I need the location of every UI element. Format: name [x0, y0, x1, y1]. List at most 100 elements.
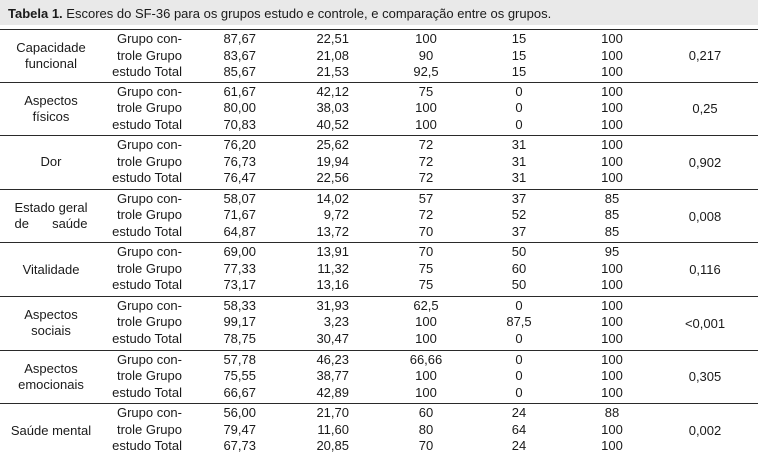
min-cell: 0 [515, 351, 523, 367]
domain-label: Capacidade funcional [16, 39, 86, 71]
mean-cell: 58,33 [223, 297, 256, 313]
table-row: trole Grupo 76,73 19,94 72 31 100 [0, 154, 758, 171]
group-cell: Grupo con- [116, 31, 182, 46]
p-value: 0,217 [688, 48, 722, 64]
median-cell: 100 [415, 384, 437, 400]
sd-cell: 20,85 [316, 438, 349, 454]
mean-cell: 71,67 [223, 207, 256, 223]
min-cell: 15 [511, 47, 527, 63]
sd-cell: 30,47 [316, 330, 349, 346]
sd-cell: 21,53 [316, 64, 349, 79]
max-cell: 100 [601, 277, 623, 293]
max-cell: 100 [601, 64, 623, 79]
min-cell: 0 [515, 330, 523, 346]
max-cell: 100 [601, 116, 623, 132]
max-cell: 100 [601, 137, 623, 153]
max-cell: 100 [601, 438, 623, 454]
p-value: <0,001 [684, 315, 726, 331]
sd-cell: 38,03 [316, 100, 349, 116]
group-cell: Grupo con- [116, 244, 182, 260]
sd-cell: 19,94 [316, 153, 349, 169]
group-rows: Grupo con- 69,00 13,91 70 50 95 trole Grupo 77,… [0, 244, 758, 294]
domain-block: Dor Grupo con- 76,20 25,62 72 31 100 trole Grup… [0, 136, 758, 190]
group-rows: Grupo con- 61,67 42,12 75 0 100 trole Grupo 80,… [0, 84, 758, 134]
domain-label: Vitalidade [22, 261, 80, 277]
min-cell: 64 [511, 421, 527, 437]
group-rows: Grupo con- 56,00 21,70 60 24 88 trole Grupo 79,… [0, 405, 758, 455]
max-cell: 85 [604, 190, 620, 206]
max-cell: 100 [601, 330, 623, 346]
domain-label: Saúde mental [10, 422, 92, 438]
group-cell: Grupo con- [116, 351, 182, 367]
group-cell: trole Grupo [116, 153, 182, 169]
median-cell: 80 [418, 421, 434, 437]
min-cell: 0 [515, 83, 523, 99]
median-cell: 100 [415, 368, 437, 384]
table-row: trole Grupo 83,67 21,08 90 15 100 [0, 48, 758, 65]
table-row: trole Grupo 80,00 38,03 100 0 100 [0, 100, 758, 117]
domain-block: Aspectos sociais Grupo con- 58,33 31,93 62,5… [0, 297, 758, 351]
sd-cell: 21,70 [316, 405, 349, 421]
group-cell: trole Grupo [116, 368, 182, 384]
sd-cell: 13,91 [316, 244, 349, 260]
max-cell: 100 [601, 421, 623, 437]
median-cell: 72 [418, 153, 434, 169]
p-value: 0,116 [689, 262, 721, 278]
group-cell: trole Grupo [116, 260, 182, 276]
table-row: trole Grupo 99,17 3,23 100 87,5 100 [0, 314, 758, 331]
group-cell: Grupo con- [116, 405, 182, 421]
table-row: Grupo con- 58,33 31,93 62,5 0 100 [0, 298, 758, 315]
mean-cell: 78,75 [223, 330, 256, 346]
min-cell: 15 [511, 31, 527, 46]
mean-cell: 64,87 [223, 223, 256, 239]
table-row: Grupo con- 56,00 21,70 60 24 88 [0, 405, 758, 422]
mean-cell: 75,55 [223, 368, 256, 384]
table-row: estudo Total 67,73 20,85 70 24 100 [0, 438, 758, 455]
p-value: 0,25 [692, 101, 718, 117]
domain-label: Dor [40, 154, 62, 170]
group-cell: estudo Total [112, 116, 182, 132]
group-cell: estudo Total [112, 438, 182, 454]
mean-cell: 85,67 [223, 64, 256, 79]
table-caption: Tabela 1. Escores do SF-36 para os grupo… [0, 0, 758, 25]
max-cell: 100 [601, 47, 623, 63]
table-row: estudo Total 66,67 42,89 100 0 100 [0, 385, 758, 402]
median-cell: 57 [418, 190, 434, 206]
min-cell: 52 [511, 207, 527, 223]
table-row: estudo Total 70,83 40,52 100 0 100 [0, 117, 758, 134]
group-cell: estudo Total [112, 384, 182, 400]
group-cell: trole Grupo [116, 421, 182, 437]
sd-cell: 11,32 [317, 260, 349, 276]
min-cell: 37 [511, 223, 527, 239]
sd-cell: 21,08 [316, 47, 349, 63]
median-cell: 75 [418, 260, 434, 276]
sd-cell: 38,77 [316, 368, 349, 384]
median-cell: 75 [418, 277, 434, 293]
max-cell: 88 [604, 405, 620, 421]
sd-cell: 42,12 [316, 83, 349, 99]
median-cell: 72 [418, 207, 434, 223]
min-cell: 0 [515, 384, 523, 400]
table-row: trole Grupo 71,67 9,72 72 52 85 [0, 207, 758, 224]
group-rows: Grupo con- 57,78 46,23 66,66 0 100 trole Grupo… [0, 352, 758, 402]
median-cell: 100 [415, 100, 437, 116]
caption-label: Tabela 1. [8, 6, 63, 21]
max-cell: 100 [601, 384, 623, 400]
table-row: Grupo con- 87,67 22,51 100 15 100 [0, 31, 758, 48]
table-row: trole Grupo 77,33 11,32 75 60 100 [0, 261, 758, 278]
domain-label: Aspectos físicos [24, 92, 78, 124]
mean-cell: 67,73 [223, 438, 256, 454]
table-row: estudo Total 78,75 30,47 100 0 100 [0, 331, 758, 348]
max-cell: 100 [601, 351, 623, 367]
mean-cell: 77,33 [223, 260, 256, 276]
median-cell: 100 [415, 330, 437, 346]
median-cell: 66,66 [409, 351, 443, 367]
group-cell: Grupo con- [116, 83, 182, 99]
median-cell: 70 [418, 223, 434, 239]
median-cell: 60 [418, 405, 434, 421]
table-row: Grupo con- 57,78 46,23 66,66 0 100 [0, 352, 758, 369]
domain-block: Saúde mental Grupo con- 56,00 21,70 60 24 88 tr… [0, 404, 758, 458]
max-cell: 100 [601, 100, 623, 116]
sd-cell: 11,60 [317, 421, 349, 437]
max-cell: 100 [601, 170, 623, 186]
